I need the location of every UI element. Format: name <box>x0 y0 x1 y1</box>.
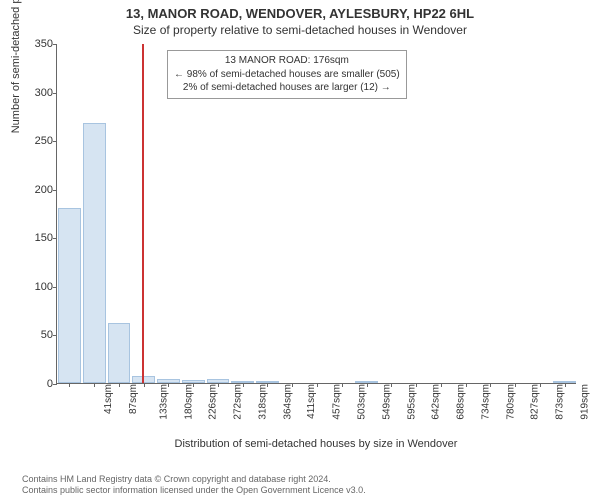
histogram-bar <box>355 381 378 383</box>
histogram-bar <box>207 379 230 383</box>
x-tick-mark <box>243 383 244 387</box>
x-tick-label: 180sqm <box>183 384 194 420</box>
x-tick-mark <box>367 383 368 387</box>
x-tick-label: 780sqm <box>505 384 516 420</box>
y-tick-mark <box>53 287 57 288</box>
x-tick-mark <box>94 383 95 387</box>
x-tick-mark <box>466 383 467 387</box>
x-tick-mark <box>391 383 392 387</box>
y-tick-mark <box>53 335 57 336</box>
x-tick-mark <box>565 383 566 387</box>
histogram-bar <box>108 323 131 383</box>
x-tick-label: 87sqm <box>128 384 139 414</box>
x-tick-mark <box>441 383 442 387</box>
x-tick-label: 873sqm <box>555 384 566 420</box>
x-tick-mark <box>515 383 516 387</box>
y-tick-label: 150 <box>23 232 53 244</box>
y-tick-label: 100 <box>23 281 53 293</box>
histogram-bar <box>132 376 155 383</box>
y-tick-mark <box>53 190 57 191</box>
x-axis-label: Distribution of semi-detached houses by … <box>56 438 576 450</box>
histogram-bar <box>182 380 205 383</box>
x-tick-label: 688sqm <box>456 384 467 420</box>
y-tick-mark <box>53 238 57 239</box>
x-tick-label: 318sqm <box>258 384 269 420</box>
y-axis-label: Number of semi-detached properties <box>10 0 22 214</box>
page-title-line2: Size of property relative to semi-detach… <box>0 21 600 37</box>
y-tick-mark <box>53 141 57 142</box>
x-tick-mark <box>69 383 70 387</box>
x-tick-label: 642sqm <box>431 384 442 420</box>
page-title-line1: 13, MANOR ROAD, WENDOVER, AYLESBURY, HP2… <box>0 0 600 21</box>
x-tick-mark <box>490 383 491 387</box>
property-marker-line <box>142 44 144 383</box>
x-tick-mark <box>119 383 120 387</box>
x-tick-mark <box>317 383 318 387</box>
x-tick-label: 457sqm <box>332 384 343 420</box>
annotation-line: 2% of semi-detached houses are larger (1… <box>174 81 400 95</box>
chart-area: 05010015020025030035041sqm87sqm133sqm180… <box>56 44 576 384</box>
histogram-bar <box>231 381 254 383</box>
y-tick-label: 50 <box>23 329 53 341</box>
x-tick-label: 503sqm <box>357 384 368 420</box>
x-tick-mark <box>193 383 194 387</box>
x-tick-label: 919sqm <box>579 384 590 420</box>
y-tick-label: 0 <box>23 378 53 390</box>
y-tick-label: 350 <box>23 38 53 50</box>
x-tick-mark <box>416 383 417 387</box>
histogram-bar <box>256 381 279 383</box>
x-tick-mark <box>267 383 268 387</box>
x-tick-label: 41sqm <box>103 384 114 414</box>
x-tick-label: 133sqm <box>158 384 169 420</box>
histogram-bar <box>157 379 180 383</box>
annotation-box: 13 MANOR ROAD: 176sqm← 98% of semi-detac… <box>167 50 407 99</box>
x-tick-mark <box>540 383 541 387</box>
x-tick-label: 734sqm <box>480 384 491 420</box>
chart-container: 13, MANOR ROAD, WENDOVER, AYLESBURY, HP2… <box>0 0 600 500</box>
footer-line1: Contains HM Land Registry data © Crown c… <box>22 474 594 485</box>
y-tick-mark <box>53 44 57 45</box>
y-tick-mark <box>53 384 57 385</box>
x-tick-mark <box>342 383 343 387</box>
x-tick-label: 827sqm <box>530 384 541 420</box>
histogram-bar <box>553 381 576 383</box>
y-tick-label: 250 <box>23 135 53 147</box>
histogram-bar <box>83 123 106 383</box>
x-tick-label: 226sqm <box>208 384 219 420</box>
x-tick-label: 549sqm <box>381 384 392 420</box>
footer-line2: Contains public sector information licen… <box>22 485 594 496</box>
plot-area: 05010015020025030035041sqm87sqm133sqm180… <box>56 44 576 384</box>
annotation-line: 13 MANOR ROAD: 176sqm <box>174 54 400 68</box>
y-tick-label: 300 <box>23 87 53 99</box>
y-tick-label: 200 <box>23 184 53 196</box>
x-tick-mark <box>218 383 219 387</box>
y-tick-mark <box>53 93 57 94</box>
x-tick-label: 364sqm <box>282 384 293 420</box>
annotation-line: ← 98% of semi-detached houses are smalle… <box>174 68 400 82</box>
x-tick-mark <box>292 383 293 387</box>
histogram-bar <box>58 208 81 383</box>
x-tick-mark <box>168 383 169 387</box>
x-tick-mark <box>144 383 145 387</box>
footer-attribution: Contains HM Land Registry data © Crown c… <box>22 474 594 497</box>
x-tick-label: 411sqm <box>306 384 317 419</box>
x-tick-label: 272sqm <box>233 384 244 420</box>
x-tick-label: 595sqm <box>406 384 417 420</box>
